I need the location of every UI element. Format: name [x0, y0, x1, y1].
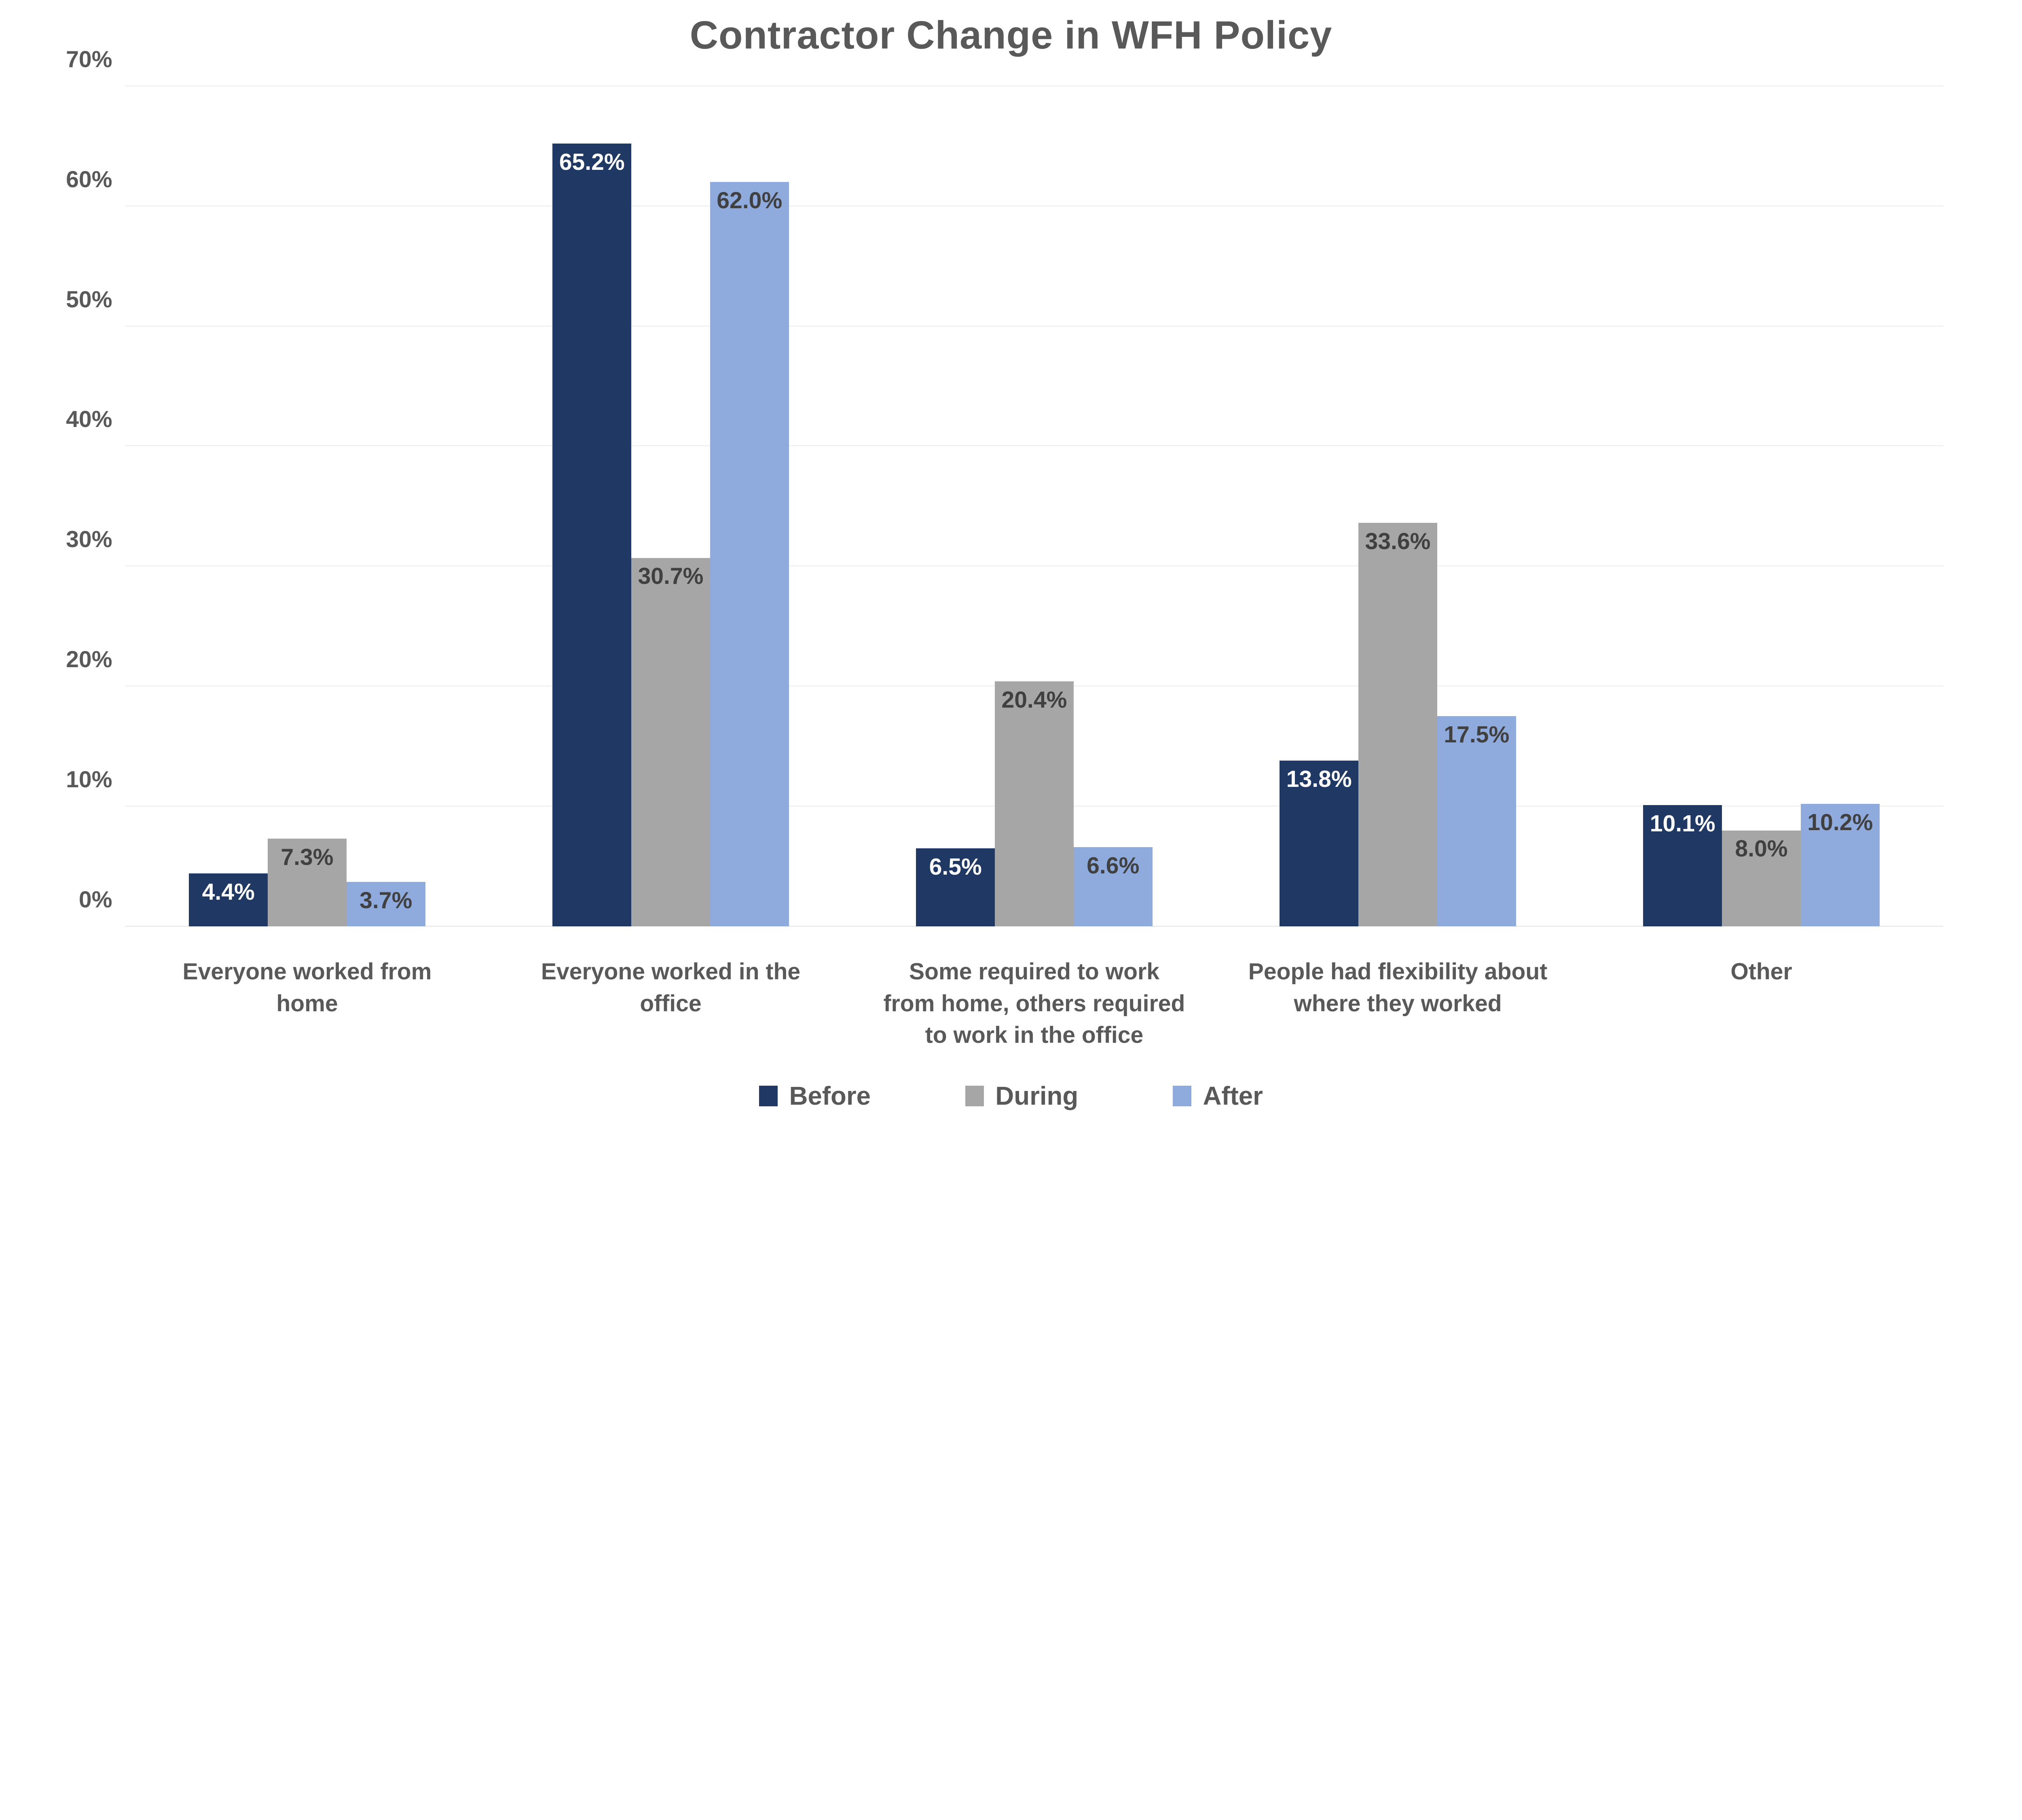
plot-area: 4.4% 7.3% 3.7% 65.2% 30.7% 62.0% 6.5% 20.4% 6.6%…	[125, 85, 1943, 927]
data-label-before-4: 13.8%	[1286, 766, 1352, 792]
bar-after-5: 10.2%	[1800, 804, 1880, 927]
data-label-after-2: 62.0%	[717, 187, 783, 213]
category-label-1: Everyone worked from home	[182, 958, 432, 1017]
bar-cluster: 13.8% 33.6% 17.5%	[1280, 86, 1516, 927]
bar-cluster: 4.4% 7.3% 3.7%	[189, 86, 425, 927]
chart-title: Contractor Change in WFH Policy	[690, 13, 1332, 57]
y-tick-label-40%: 40%	[66, 406, 112, 433]
legend-item-before: Before	[759, 1081, 871, 1111]
data-label-before-1: 4.4%	[202, 879, 255, 905]
legend-item-during: During	[965, 1081, 1078, 1111]
data-label-during-3: 20.4%	[1001, 687, 1067, 713]
data-label-during-4: 33.6%	[1365, 528, 1431, 555]
y-tick-label-30%: 30%	[66, 526, 112, 553]
bar-before-3: 6.5%	[916, 848, 995, 927]
legend-swatch-icon	[759, 1085, 778, 1106]
y-tick-label-50%: 50%	[66, 286, 112, 313]
y-axis: 0% 10% 20% 30% 40% 50% 60% 70%	[0, 47, 112, 926]
bar-during-2: 30.7%	[631, 558, 710, 927]
y-tick-label-60%: 60%	[66, 166, 112, 192]
bar-before-2: 65.2%	[552, 144, 632, 927]
legend-label: After	[1203, 1081, 1263, 1110]
y-tick-label-10%: 10%	[66, 767, 112, 793]
bar-during-4: 33.6%	[1358, 523, 1437, 927]
bar-before-1: 4.4%	[189, 873, 268, 927]
data-label-during-2: 30.7%	[638, 563, 704, 590]
bar-before-4: 13.8%	[1280, 761, 1359, 927]
bar-cluster: 10.1% 8.0% 10.2%	[1643, 86, 1880, 927]
bar-after-2: 62.0%	[710, 182, 789, 927]
bar-group-5: 10.1% 8.0% 10.2%	[1580, 86, 1943, 927]
y-tick-label-70%: 70%	[66, 46, 112, 72]
category-label-5: Other	[1730, 958, 1792, 985]
bar-group-2: 65.2% 30.7% 62.0%	[489, 86, 852, 927]
bar-after-4: 17.5%	[1437, 716, 1516, 927]
legend: Before During After	[0, 1081, 2022, 1111]
y-tick-label-20%: 20%	[66, 647, 112, 673]
bar-group-4: 13.8% 33.6% 17.5%	[1216, 86, 1580, 927]
bar-after-1: 3.7%	[346, 882, 425, 927]
bar-during-3: 20.4%	[995, 681, 1074, 927]
category-label-2: Everyone worked in the office	[541, 958, 801, 1017]
bar-group-3: 6.5% 20.4% 6.6%	[852, 86, 1216, 927]
data-label-before-5: 10.1%	[1650, 810, 1715, 837]
legend-swatch-icon	[1173, 1085, 1191, 1106]
bar-cluster: 6.5% 20.4% 6.6%	[916, 86, 1153, 927]
bar-group-1: 4.4% 7.3% 3.7%	[125, 86, 489, 927]
bar-before-5: 10.1%	[1643, 805, 1722, 927]
wfh-policy-bar-chart: Contractor Change in WFH Policy 0% 10% 20%…	[0, 13, 2022, 1111]
data-label-during-5: 8.0%	[1735, 836, 1788, 862]
bar-after-3: 6.6%	[1073, 847, 1153, 927]
legend-label: Before	[789, 1081, 871, 1110]
data-label-before-2: 65.2%	[559, 149, 625, 175]
legend-label: During	[995, 1081, 1079, 1110]
legend-item-after: After	[1173, 1081, 1263, 1111]
data-label-after-3: 6.6%	[1087, 852, 1140, 879]
data-label-during-1: 7.3%	[281, 844, 334, 870]
bar-during-1: 7.3%	[268, 839, 347, 927]
bar-during-5: 8.0%	[1722, 830, 1801, 927]
bar-cluster: 65.2% 30.7% 62.0%	[552, 86, 789, 927]
data-label-after-1: 3.7%	[360, 887, 412, 913]
data-label-after-5: 10.2%	[1807, 809, 1873, 835]
legend-swatch-icon	[965, 1085, 984, 1106]
category-label-3: Some required to work from home, others …	[883, 958, 1185, 1048]
category-label-4: People had flexibility about where they …	[1248, 958, 1548, 1017]
data-label-before-3: 6.5%	[929, 854, 982, 880]
y-tick-label-0%: 0%	[78, 887, 112, 913]
data-label-after-4: 17.5%	[1444, 722, 1510, 748]
